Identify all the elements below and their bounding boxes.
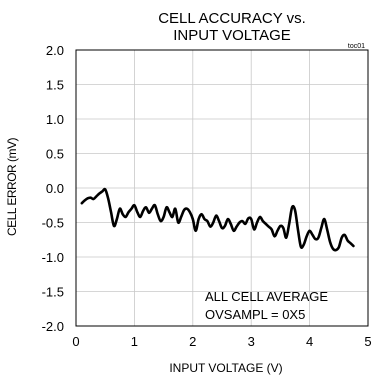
y-tick-label: -1.5: [42, 285, 64, 300]
y-tick-label: 0.0: [46, 181, 64, 196]
series-line: [80, 187, 355, 252]
y-tick-label: 2.0: [46, 43, 64, 58]
x-tick-labels: 0 1 2 3 4 5: [72, 334, 371, 349]
y-tick-label: -0.5: [42, 216, 64, 231]
y-tick-label: 1.0: [46, 112, 64, 127]
x-tick-label: 5: [364, 334, 371, 349]
y-tick-label: -1.0: [42, 250, 64, 265]
x-tick-label: 3: [248, 334, 255, 349]
plot-frame: [75, 49, 369, 327]
chart-title-line2: INPUT VOLTAGE: [173, 27, 291, 44]
y-tick-label: 1.5: [46, 78, 64, 93]
y-tick-label: 0.5: [46, 147, 64, 162]
figure-tag: toc01: [348, 43, 365, 50]
grid: [76, 50, 368, 326]
y-tick-labels: 2.0 1.5 1.0 0.5 0.0 -0.5 -1.0 -1.5 -2.0: [42, 43, 64, 334]
chart-title-line1: CELL ACCURACY vs.: [158, 10, 306, 27]
y-axis-label: CELL ERROR (mV): [5, 137, 19, 236]
y-tick-label: -2.0: [42, 319, 64, 334]
x-tick-label: 1: [131, 334, 138, 349]
x-tick-label: 2: [189, 334, 196, 349]
annotation-line1: ALL CELL AVERAGE: [205, 289, 328, 304]
x-tick-label: 4: [306, 334, 313, 349]
x-tick-label: 0: [72, 334, 79, 349]
annotation-line2: OVSAMPL = 0X5: [205, 307, 305, 322]
x-axis-label: INPUT VOLTAGE (V): [169, 361, 282, 375]
